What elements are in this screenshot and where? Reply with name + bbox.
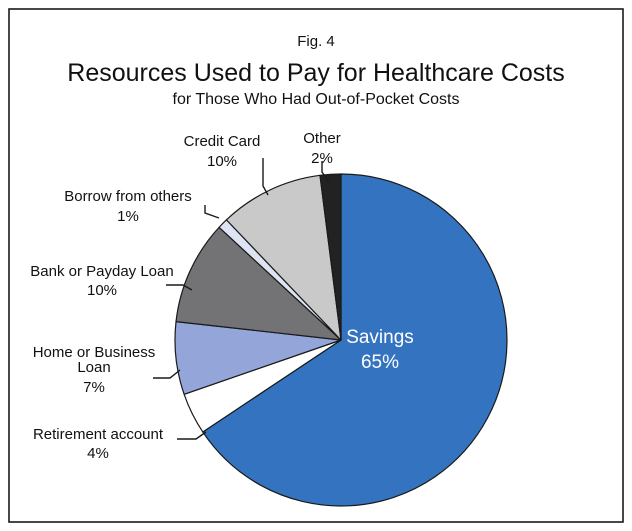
value-other: 2% [311,150,333,167]
value-retirement-account: 4% [87,445,109,462]
pie-slice-credit-card [225,174,342,341]
value-home-business-loan: 7% [83,379,105,396]
pie-slices [174,173,508,507]
label-retirement-account: Retirement account [33,426,164,443]
leader-borrow-from-others [204,205,220,219]
label-home-business-loan-line1: Home or Business [33,344,156,361]
label-savings: Savings [346,327,414,348]
label-home-business-loan-line2: Loan [77,359,110,376]
label-borrow-from-others: Borrow from others [64,188,192,205]
label-bank-payday-loan: Bank or Payday Loan [30,263,173,280]
value-borrow-from-others: 1% [117,208,139,225]
leader-other [321,161,330,183]
figure-label: Fig. 4 [297,33,335,50]
pie-slice-savings [202,173,508,507]
leader-credit-card [262,158,269,196]
leader-bank-payday-loan [166,284,193,291]
label-credit-card: Credit Card [184,133,261,150]
leader-retirement-account [177,431,207,440]
label-other: Other [303,130,341,147]
leader-home-business-loan [153,369,181,379]
chart-subtitle: for Those Who Had Out-of-Pocket Costs [173,91,460,108]
value-savings: 65% [361,352,399,373]
pie-slice-bank-or-payday-loan [175,226,342,341]
value-credit-card: 10% [207,153,237,170]
chart-title: Resources Used to Pay for Healthcare Cos… [67,59,564,87]
pie-slice-other [319,173,342,341]
value-bank-payday-loan: 10% [87,282,117,299]
